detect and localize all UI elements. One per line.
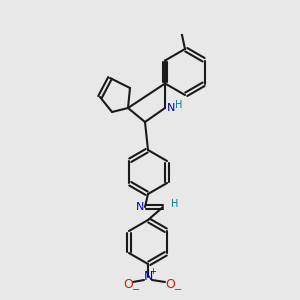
Text: O: O — [123, 278, 133, 290]
Text: H: H — [175, 100, 182, 110]
Text: −: − — [132, 285, 140, 295]
Text: N: N — [143, 271, 153, 284]
Text: N: N — [136, 202, 144, 212]
Text: +: + — [150, 268, 156, 277]
Text: N: N — [167, 103, 176, 113]
Text: H: H — [171, 199, 178, 209]
Text: O: O — [165, 278, 175, 290]
Text: −: − — [174, 285, 182, 295]
